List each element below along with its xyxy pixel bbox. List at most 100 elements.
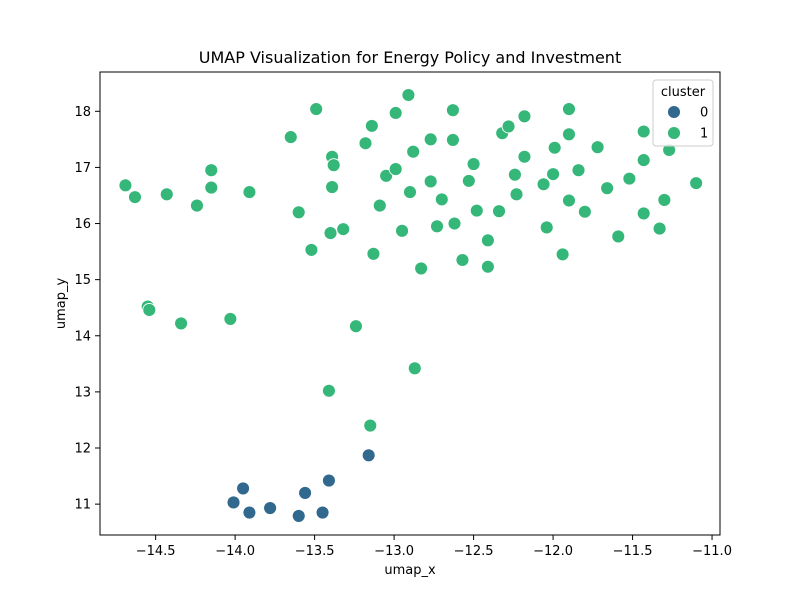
y-tick-label: 16	[74, 217, 91, 232]
cluster-1-point	[190, 198, 204, 213]
x-tick-label: −12.5	[454, 544, 494, 559]
y-axis-ticks: 11 12 13 14 15 16 17 18	[74, 105, 100, 513]
cluster-1-point	[555, 247, 570, 262]
cluster-0-point	[361, 448, 376, 463]
cluster-1-point	[571, 163, 586, 178]
cluster-1-point	[689, 176, 704, 191]
cluster-0-point	[291, 508, 306, 523]
x-tick-label: −14.0	[215, 544, 255, 559]
cluster-1-point	[159, 187, 174, 202]
cluster-1-point	[204, 163, 219, 178]
legend-marker-0	[667, 105, 681, 119]
cluster-1-point	[372, 198, 387, 213]
cluster-1-point	[403, 185, 417, 200]
y-tick-label: 12	[74, 442, 91, 457]
cluster-1-point	[379, 168, 394, 183]
cluster-1-point	[430, 219, 444, 234]
cluster-1-point	[636, 206, 651, 221]
y-tick-label: 15	[74, 273, 91, 288]
cluster-1-point	[517, 109, 532, 124]
cluster-1-point	[461, 173, 476, 188]
x-tick-label: −11.0	[692, 544, 732, 559]
cluster-1-point	[204, 180, 219, 195]
x-tick-label: −11.5	[613, 544, 653, 559]
cluster-1-point	[323, 226, 338, 241]
cluster-1-point	[445, 132, 460, 147]
cluster-1-point	[492, 204, 506, 219]
cluster-1-point	[388, 106, 403, 120]
x-axis-label: umap_x	[384, 563, 436, 578]
cluster-1-point	[562, 193, 576, 208]
cluster-1-point	[414, 261, 429, 276]
cluster-1-point	[242, 185, 257, 200]
cluster-1-point	[304, 242, 319, 257]
cluster-1-point	[118, 178, 133, 193]
cluster-1-point	[539, 220, 554, 235]
y-tick-label: 14	[74, 329, 91, 344]
cluster-1-point	[142, 303, 157, 317]
cluster-1-point	[611, 229, 626, 244]
cluster-1-point	[501, 119, 516, 134]
cluster-1-point	[358, 136, 373, 151]
cluster-0-point	[298, 485, 313, 500]
x-tick-label: −12.0	[533, 544, 573, 559]
cluster-1-point	[517, 149, 532, 164]
cluster-1-point	[349, 319, 363, 334]
cluster-1-point	[600, 181, 615, 196]
cluster-1-point	[223, 311, 238, 326]
legend-label-1: 1	[700, 127, 708, 142]
cluster-1-point	[445, 103, 460, 118]
cluster-1-point	[657, 193, 672, 207]
legend-label-0: 0	[700, 106, 708, 121]
x-tick-label: −13.0	[374, 544, 414, 559]
legend: cluster 01	[652, 79, 714, 147]
cluster-1-point	[128, 190, 142, 205]
cluster-1-point	[363, 418, 378, 433]
legend-entries: 01	[667, 105, 708, 142]
cluster-1-point	[562, 102, 576, 116]
legend-marker-1	[667, 126, 681, 140]
cluster-1-point	[423, 132, 438, 147]
chart-title: UMAP Visualization for Energy Policy and…	[199, 48, 621, 67]
cluster-1-point	[407, 361, 422, 376]
cluster-1-point	[536, 177, 551, 192]
cluster-1-point	[455, 253, 470, 267]
cluster-1-point	[546, 167, 561, 182]
cluster-1-point	[636, 153, 651, 168]
cluster-1-point	[366, 246, 381, 261]
cluster-1-point	[636, 124, 651, 139]
x-axis-ticks: −14.5 −14.0 −13.5 −13.0 −12.5 −12.0 −11.5 −11.0	[136, 535, 732, 559]
legend-title: cluster	[661, 85, 706, 100]
cluster-1-point	[326, 158, 341, 173]
cluster-1-point	[434, 192, 449, 207]
cluster-1-point	[590, 140, 605, 155]
plot-frame	[99, 71, 721, 536]
y-tick-label: 17	[74, 161, 91, 176]
cluster-1-point	[291, 205, 306, 220]
cluster-1-point	[336, 222, 351, 237]
points-layer	[118, 88, 704, 523]
cluster-0-point	[242, 505, 257, 520]
y-tick-label: 11	[74, 498, 91, 513]
cluster-1-point	[547, 140, 562, 155]
cluster-0-point	[236, 481, 251, 496]
cluster-0-point	[315, 505, 330, 520]
cluster-1-point	[469, 203, 484, 218]
cluster-1-point	[507, 167, 522, 182]
cluster-1-point	[325, 180, 340, 195]
cluster-0-point	[226, 495, 241, 510]
cluster-1-point	[466, 157, 481, 171]
y-tick-label: 18	[74, 105, 91, 120]
cluster-1-point	[509, 187, 524, 202]
cluster-1-point	[388, 162, 403, 177]
cluster-1-point	[283, 130, 298, 145]
cluster-1-point	[622, 171, 637, 186]
x-tick-label: −13.5	[295, 544, 335, 559]
cluster-1-point	[309, 102, 324, 116]
cluster-0-point	[263, 501, 278, 516]
cluster-1-point	[577, 204, 592, 219]
cluster-1-point	[321, 383, 336, 398]
cluster-1-point	[364, 118, 379, 133]
y-axis-label: umap_y	[54, 278, 69, 330]
